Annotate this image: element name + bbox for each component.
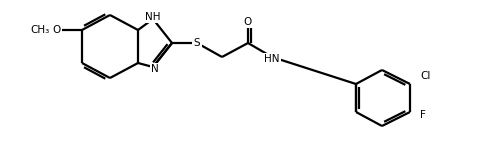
Text: NH: NH [145,12,161,22]
Text: O: O [53,25,61,35]
Text: F: F [420,110,426,120]
Text: O: O [244,17,252,27]
Text: Cl: Cl [420,71,431,81]
Text: HN: HN [264,54,280,64]
Text: S: S [193,38,200,48]
Text: CH₃: CH₃ [30,25,50,35]
Text: N: N [151,64,159,74]
